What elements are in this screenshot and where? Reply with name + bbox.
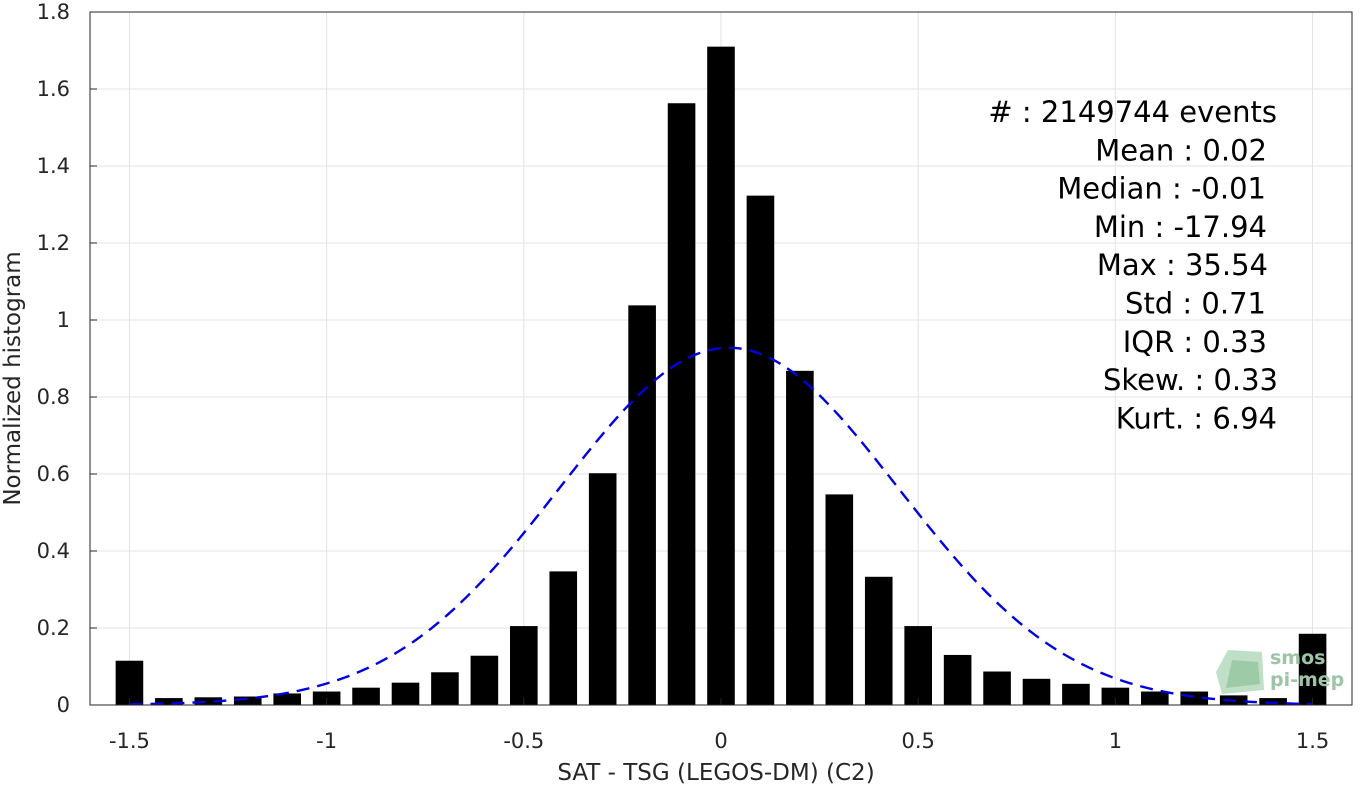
stat-line: Max : 35.54: [1097, 248, 1268, 282]
y-axis-ticks: 0 0.2 0.4 0.6 0.8 1 1.2 1.4 1.6 1.8: [37, 0, 97, 717]
histogram-bar: [1298, 633, 1327, 705]
histogram-bar: [115, 660, 144, 705]
y-tick-label: 1.8: [37, 0, 70, 24]
histogram-bars: [115, 46, 1327, 706]
y-axis-label: Normalized histogram: [0, 251, 26, 505]
x-axis-label: SAT - TSG (LEGOS-DM) (C2): [557, 760, 874, 785]
y-tick-label: 0.8: [37, 385, 70, 409]
histogram-bar: [904, 626, 932, 705]
x-tick-label: -0.5: [503, 729, 544, 753]
logo-text-pimep: pi-mep: [1270, 669, 1344, 691]
x-tick-label: -1.5: [109, 729, 150, 753]
smos-pi-mep-logo: smos pi-mep: [1216, 647, 1344, 694]
histogram-bar: [983, 671, 1011, 705]
stat-line: Skew. : 0.33: [1103, 363, 1278, 397]
y-tick-label: 1: [57, 308, 70, 332]
x-tick-label: 1: [1109, 729, 1122, 753]
histogram-bar: [352, 687, 380, 705]
logo-emblem-inner: [1226, 660, 1260, 688]
histogram-bar: [1101, 687, 1130, 705]
histogram-bar: [194, 697, 223, 705]
histogram-bar: [155, 698, 183, 705]
histogram-bar: [391, 682, 420, 705]
histogram-bar: [1062, 683, 1090, 705]
histogram-bar: [628, 305, 656, 705]
x-tick-label: -1: [316, 729, 337, 753]
stat-line: Kurt. : 6.94: [1116, 401, 1277, 435]
x-tick-label: 0: [714, 729, 727, 753]
y-tick-label: 1.2: [37, 231, 70, 255]
histogram-bar: [707, 46, 735, 705]
x-axis-ticks: -1.5 -1 -0.5 0 0.5 1 1.5: [109, 698, 1329, 753]
histogram-bar: [667, 103, 696, 706]
y-tick-label: 0: [57, 693, 70, 717]
histogram-bar: [1141, 691, 1169, 705]
histogram-bar: [431, 672, 459, 705]
y-tick-label: 0.2: [37, 616, 70, 640]
histogram-bar: [746, 195, 775, 705]
histogram-bar: [1259, 698, 1287, 705]
stat-line: Median : -0.01: [1057, 172, 1266, 206]
y-tick-label: 1.6: [37, 77, 70, 101]
histogram-bar: [864, 576, 893, 705]
x-tick-label: 0.5: [901, 729, 934, 753]
y-tick-label: 0.4: [37, 539, 70, 563]
y-tick-label: 0.6: [37, 462, 70, 486]
y-tick-label: 1.4: [37, 154, 70, 178]
histogram-bar: [233, 696, 262, 705]
x-tick-label: 1.5: [1296, 729, 1329, 753]
histogram-bar: [943, 654, 972, 705]
histogram-bar: [1022, 678, 1051, 705]
histogram-bar: [510, 626, 538, 705]
stat-line: # : 2149744 events: [988, 95, 1277, 129]
histogram-bar: [588, 473, 617, 705]
stat-line: Std : 0.71: [1125, 287, 1266, 321]
statistics-panel: # : 2149744 events Mean : 0.02 Median : -0…: [988, 95, 1278, 435]
normal-fit-curve: [129, 346, 1313, 706]
histogram-bar: [470, 655, 499, 705]
histogram-bar: [786, 370, 814, 705]
histogram-bar: [549, 571, 578, 705]
histogram-bar: [273, 693, 301, 705]
histogram-bar: [825, 494, 854, 705]
logo-text-smos: smos: [1270, 647, 1325, 669]
stat-line: Min : -17.94: [1094, 210, 1267, 244]
stat-line: IQR : 0.33: [1123, 325, 1267, 359]
stat-line: Mean : 0.02: [1095, 133, 1267, 167]
